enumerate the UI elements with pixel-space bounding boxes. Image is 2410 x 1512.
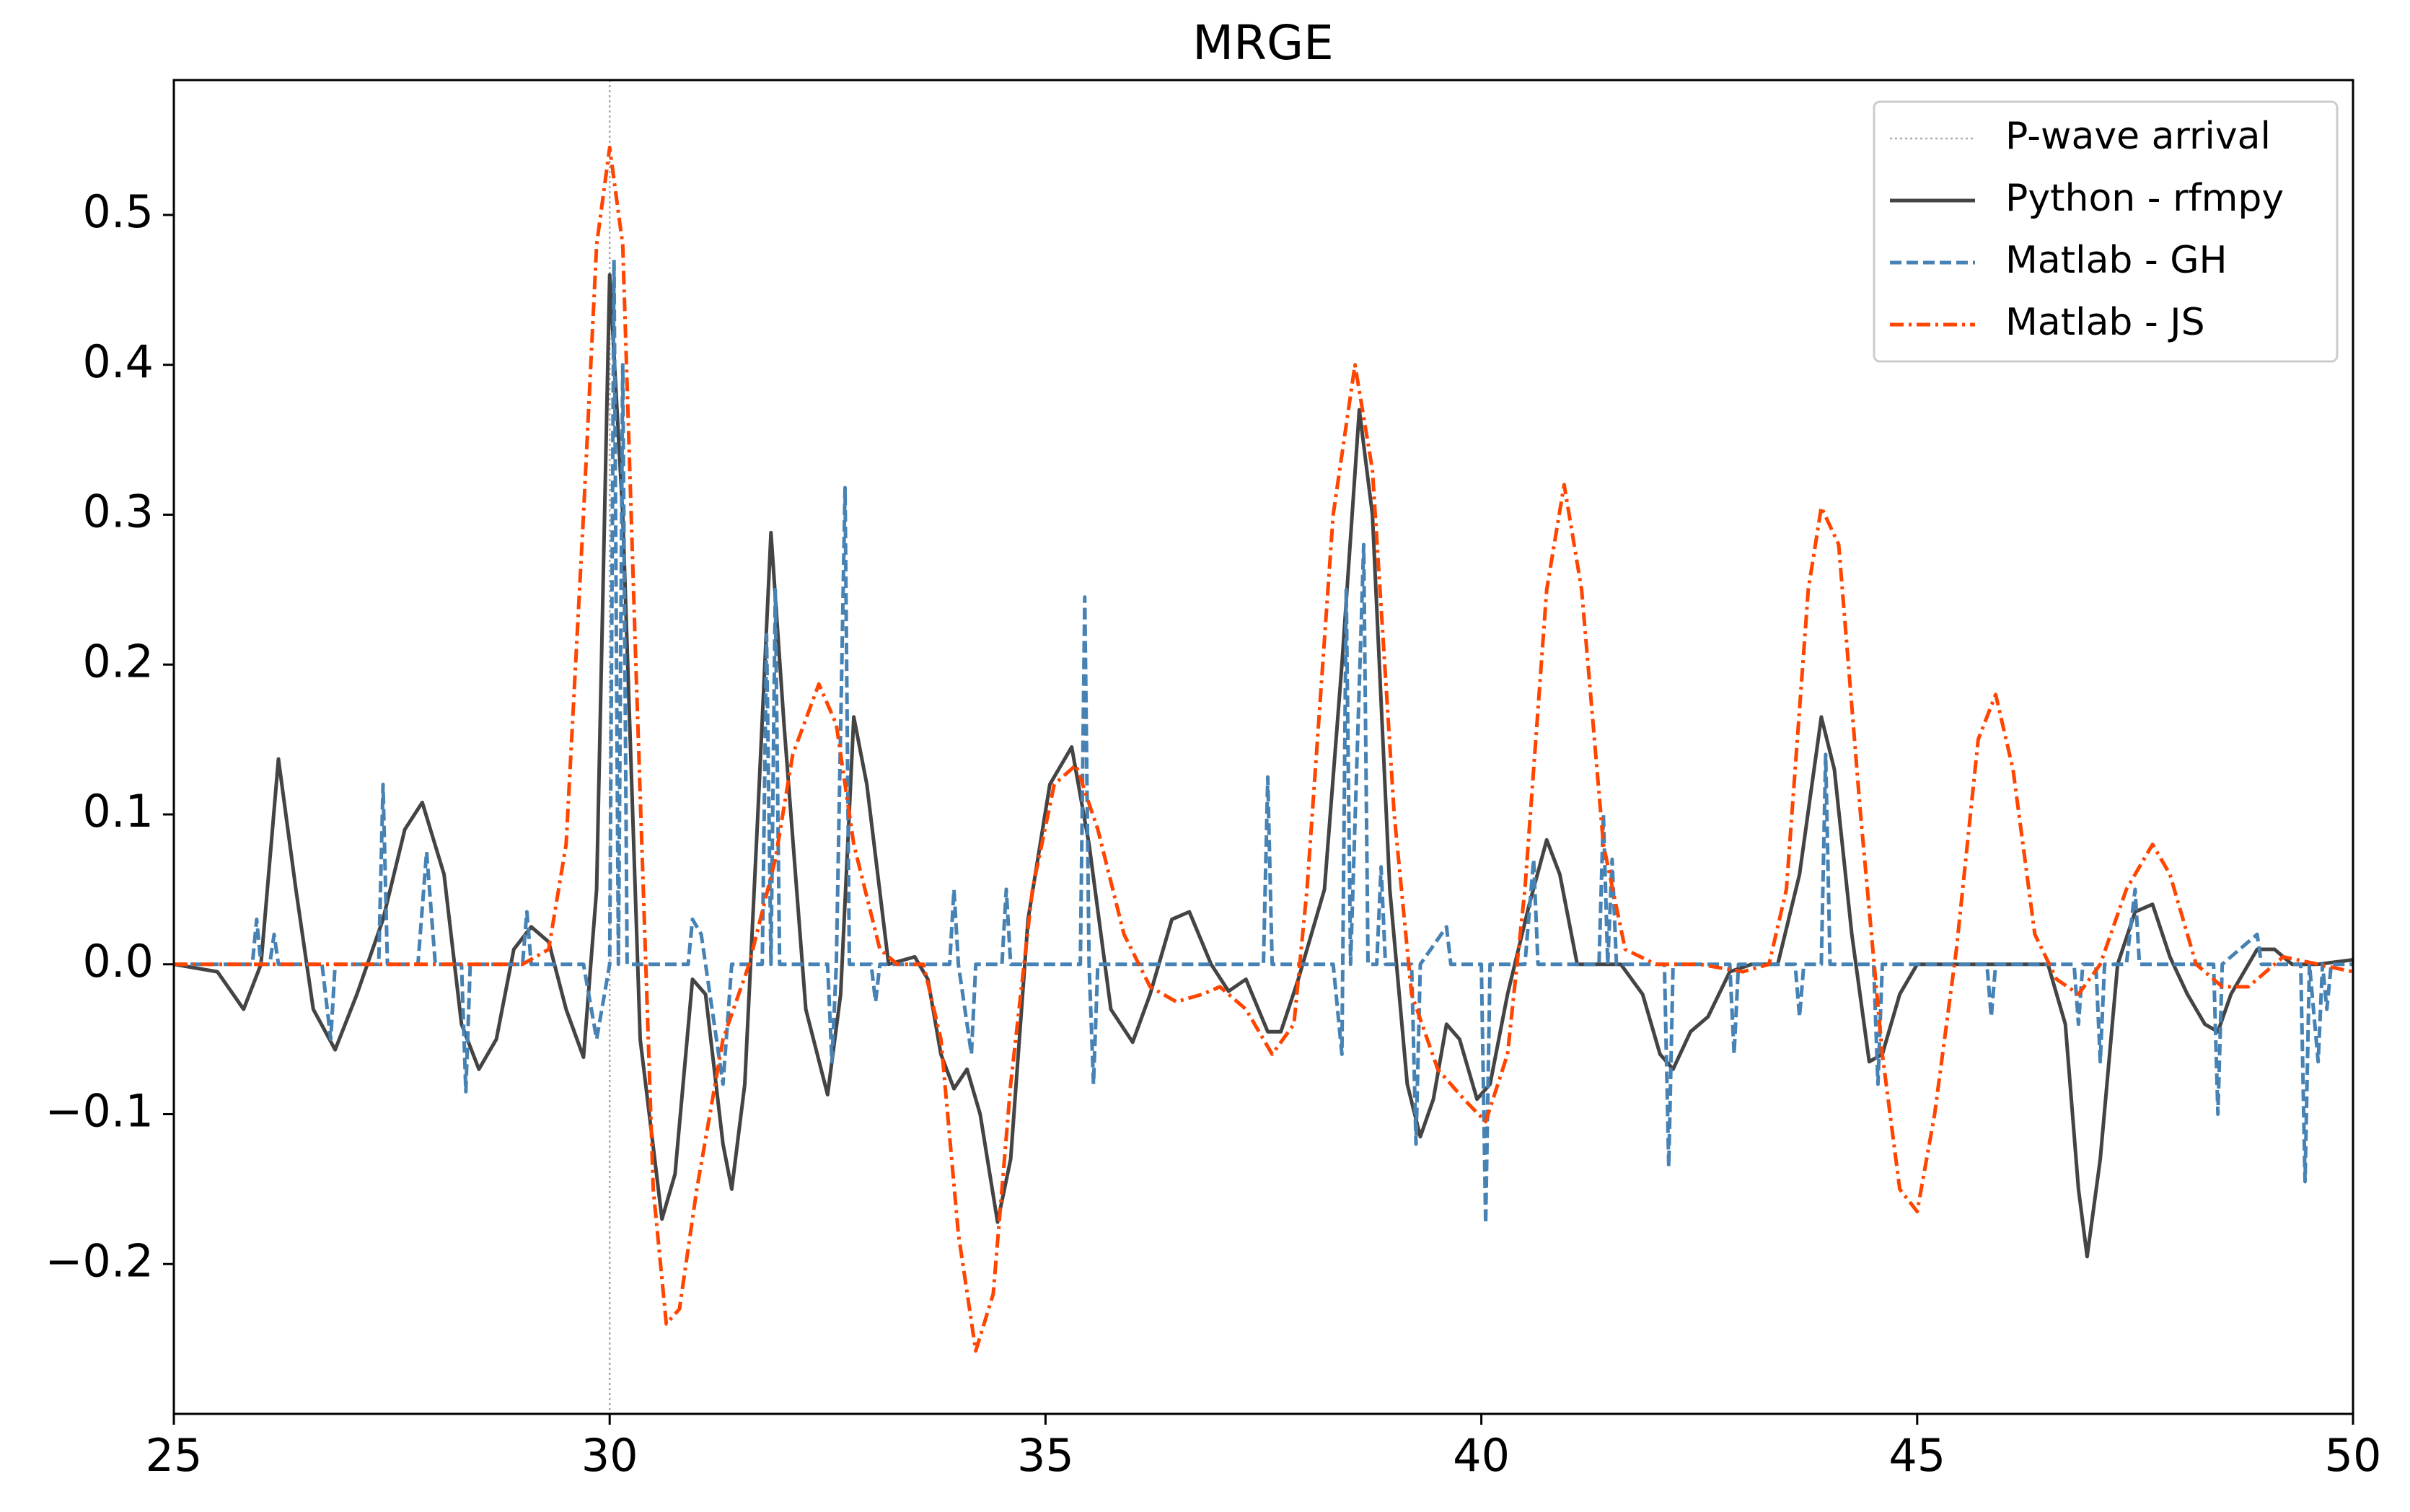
y-tick-label: 0.3 bbox=[82, 485, 154, 538]
legend-label: Python - rfmpy bbox=[2005, 177, 2284, 220]
legend-label: Matlab - GH bbox=[2005, 239, 2228, 282]
x-tick-label: 45 bbox=[1888, 1429, 1945, 1482]
y-tick-label: 0.0 bbox=[82, 935, 154, 988]
chart-title: MRGE bbox=[1192, 15, 1334, 71]
plot-area bbox=[174, 80, 2353, 1414]
series-line bbox=[174, 146, 2353, 1353]
legend-box bbox=[1873, 100, 2339, 363]
axes-frame bbox=[172, 79, 2354, 1415]
x-tick-label: 50 bbox=[2325, 1429, 2382, 1482]
x-tick-label: 25 bbox=[146, 1429, 203, 1482]
y-tick-label: −0.1 bbox=[45, 1085, 154, 1138]
x-tick-label: 40 bbox=[1453, 1429, 1510, 1482]
legend-label: Matlab - JS bbox=[2005, 301, 2205, 344]
series-line bbox=[174, 273, 2353, 1259]
y-tick-label: 0.2 bbox=[82, 635, 154, 687]
legend-label: P-wave arrival bbox=[2005, 115, 2271, 158]
y-tick-label: 0.4 bbox=[82, 335, 154, 388]
y-tick-label: 0.1 bbox=[82, 785, 154, 838]
y-tick-label: −0.2 bbox=[45, 1234, 154, 1287]
x-tick-label: 35 bbox=[1017, 1429, 1074, 1482]
x-tick-label: 30 bbox=[581, 1429, 638, 1482]
y-tick-label: 0.5 bbox=[82, 185, 154, 238]
